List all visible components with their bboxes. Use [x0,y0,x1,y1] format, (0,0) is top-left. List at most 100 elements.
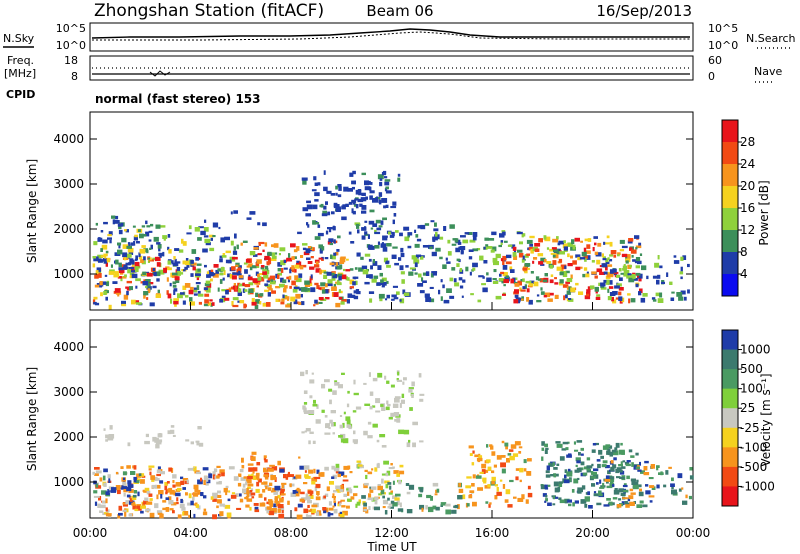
echo-cell-velocity-blobs-676 [349,489,353,494]
echo-cell-velocity-blobs-538 [387,403,391,407]
echo-cell-velocity-blobs-663 [343,475,348,478]
echo-cell-velocity-blobs-394 [279,468,285,473]
echo-cell-power-blobs-965 [386,280,389,284]
echo-cell-velocity-blobs-1112 [277,504,284,509]
echo-cell-velocity-blobs-852 [591,483,596,487]
echo-cell-velocity-blobs-1 [193,484,199,490]
echo-cell-power-blobs-735 [332,226,336,231]
echo-cell-power-blobs-1399 [671,291,675,294]
colorbar-label-power-colorbar-2: 20 [740,179,755,193]
echo-cell-velocity-blobs-606 [380,404,384,407]
echo-cell-power-blobs-534 [117,249,123,255]
echo-cell-velocity-blobs-1113 [255,475,259,479]
echo-cell-velocity-blobs-430 [101,490,107,495]
echo-cell-velocity-blobs-495 [375,410,381,413]
echo-cell-velocity-blobs-264 [218,481,222,485]
echo-cell-velocity-blobs-484 [367,435,373,439]
echo-cell-power-blobs-521 [179,272,184,275]
echo-cell-velocity-blobs-1132 [287,471,290,475]
echo-cell-velocity-blobs-509 [403,429,410,435]
echo-cell-velocity-blobs-713 [440,502,447,506]
echo-cell-velocity-blobs-345 [122,509,127,512]
echo-cell-power-blobs-1034 [502,265,508,270]
echo-cell-power-blobs-273 [335,302,341,308]
echo-cell-power-blobs-1054 [468,249,474,252]
echo-cell-velocity-blobs-1046 [618,498,622,501]
echo-cell-power-blobs-871 [440,279,443,283]
echo-cell-power-blobs-650 [338,275,342,281]
echo-cell-velocity-blobs-445 [121,485,124,490]
echo-cell-velocity-blobs-890 [555,441,561,444]
echo-cell-power-blobs-672 [307,246,312,249]
echo-cell-velocity-blobs-216 [281,510,284,514]
echo-cell-velocity-blobs-363 [235,493,239,497]
echo-cell-power-blobs-544 [111,215,116,219]
echo-cell-velocity-blobs-979 [582,472,588,476]
echo-cell-velocity-blobs-1119 [248,467,254,472]
echo-cell-velocity-blobs-4 [304,474,309,478]
echo-cell-velocity-blobs-278 [219,503,225,507]
echo-cell-power-blobs-1231 [554,294,559,299]
count-tick-right-bottom: 10^0 [708,39,738,52]
echo-cell-power-blobs-938 [400,271,405,275]
echo-cell-velocity-blobs-688 [430,496,433,501]
echo-cell-power-blobs-1277 [583,255,588,259]
echo-cell-power-blobs-527 [131,273,138,279]
echo-cell-velocity-blobs-149 [231,492,236,495]
echo-cell-power-blobs-1440 [230,211,233,215]
echo-cell-power-blobs-1258 [553,248,559,253]
echo-cell-velocity-blobs-626 [339,502,342,507]
echo-cell-power-blobs-430 [197,268,201,272]
echo-cell-power-blobs-1317 [606,235,610,239]
echo-cell-velocity-blobs-1005 [586,465,593,469]
echo-cell-velocity-blobs-546 [353,379,356,385]
echo-cell-velocity-blobs-728 [374,506,380,511]
echo-cell-power-blobs-947 [447,251,452,256]
echo-cell-power-blobs-1154 [502,255,507,261]
echo-cell-power-blobs-1000 [352,281,356,286]
echo-cell-power-blobs-902 [377,265,382,270]
echo-cell-power-blobs-566 [334,252,339,256]
echo-cell-velocity-blobs-41 [148,468,152,471]
echo-cell-velocity-blobs-957 [625,463,631,467]
echo-cell-power-blobs-1166 [633,278,638,281]
echo-cell-velocity-blobs-32 [280,488,285,492]
echo-cell-velocity-blobs-953 [580,453,584,456]
echo-cell-velocity-blobs-625 [396,473,400,477]
echo-cell-power-blobs-677 [255,271,259,276]
echo-cell-power-blobs-1319 [540,291,545,295]
echo-cell-velocity-blobs-1037 [625,504,630,508]
echo-cell-power-blobs-509 [158,246,161,252]
echo-cell-power-blobs-1084 [529,244,533,247]
echo-cell-power-blobs-872 [355,289,360,292]
echo-cell-power-blobs-898 [417,225,421,229]
echo-cell-power-blobs-1269 [536,300,542,303]
echo-cell-velocity-blobs-651 [392,495,398,499]
echo-cell-velocity-blobs-722 [445,503,451,507]
echo-cell-power-blobs-1137 [595,252,602,257]
echo-cell-velocity-blobs-94 [136,504,142,507]
echo-cell-power-blobs-502 [139,248,146,254]
echo-cell-power-blobs-571 [231,266,236,271]
echo-cell-velocity-blobs-1104 [269,464,275,467]
echo-cell-power-blobs-1161 [617,254,620,257]
echo-cell-power-blobs-206 [146,282,151,287]
echo-cell-velocity-blobs-480 [109,425,113,430]
echo-cell-velocity-blobs-227 [271,466,278,471]
echo-cell-power-blobs-504 [217,268,222,272]
echo-cell-velocity-blobs-941 [576,440,583,443]
echo-cell-power-blobs-746 [375,219,381,224]
echo-cell-power-blobs-351 [192,266,196,271]
echo-cell-power-blobs-1021 [527,247,531,251]
echo-cell-power-blobs-853 [417,283,424,287]
echo-cell-power-blobs-376 [283,288,287,293]
echo-cell-power-blobs-495 [141,225,146,228]
station-title: Zhongshan Station (fitACF) [94,1,324,21]
echo-cell-velocity-blobs-486 [392,403,399,408]
echo-cell-power-blobs-1421 [606,279,610,285]
echo-cell-velocity-blobs-515 [339,424,344,429]
echo-cell-power-blobs-505 [130,242,134,246]
echo-cell-power-blobs-1433 [657,298,664,303]
echo-cell-velocity-blobs-773 [505,446,508,450]
echo-cell-velocity-blobs-461 [145,433,149,438]
